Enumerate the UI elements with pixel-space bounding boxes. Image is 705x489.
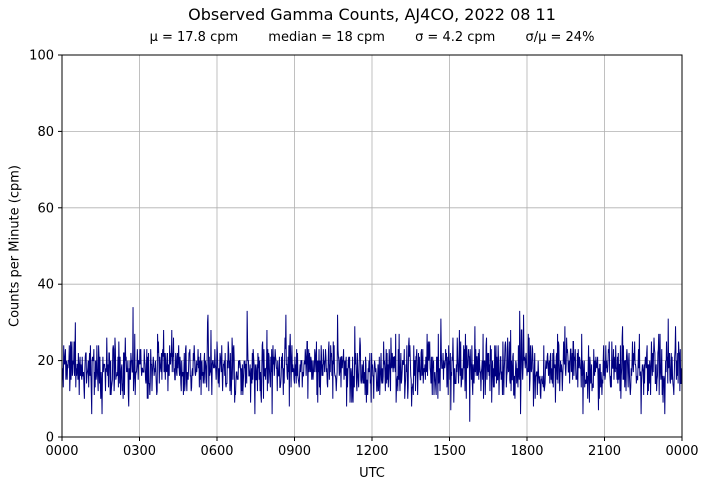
x-tick-label: 0000	[665, 444, 698, 459]
chart-title: Observed Gamma Counts, AJ4CO, 2022 08 11	[188, 5, 556, 24]
stat-sigma-over-mean: σ/μ = 24%	[525, 30, 595, 45]
x-axis-label: UTC	[359, 466, 385, 481]
x-tick-label: 0900	[278, 444, 311, 459]
x-tick-label: 0300	[123, 444, 156, 459]
tick-labels: 0000 0300 0600 0900 1200 1500 1800 2100 00000204…	[29, 49, 698, 460]
series-line-gamma-counts	[61, 307, 683, 422]
y-tick-label: 80	[37, 125, 54, 140]
y-tick-label: 100	[29, 49, 54, 64]
y-tick-label: 20	[37, 354, 54, 369]
stat-sigma: σ = 4.2 cpm	[415, 30, 496, 45]
chart-stats-line: μ = 17.8 cpm median = 18 cpm σ = 4.2 cpm…	[62, 30, 682, 45]
tick-marks	[58, 54, 683, 441]
y-tick-label: 40	[37, 278, 54, 293]
y-tick-label: 60	[37, 201, 54, 216]
x-tick-label: 1200	[355, 444, 388, 459]
x-tick-label: 1500	[433, 444, 466, 459]
y-tick-label: 0	[46, 431, 54, 446]
x-tick-label: 0600	[200, 444, 233, 459]
x-tick-label: 0000	[45, 444, 78, 459]
y-axis-label: Counts per Minute (cpm)	[7, 165, 23, 327]
stat-median: median = 18 cpm	[268, 30, 385, 45]
x-tick-label: 2100	[588, 444, 621, 459]
x-tick-label: 1800	[510, 444, 543, 459]
stat-mean: μ = 17.8 cpm	[149, 30, 239, 45]
